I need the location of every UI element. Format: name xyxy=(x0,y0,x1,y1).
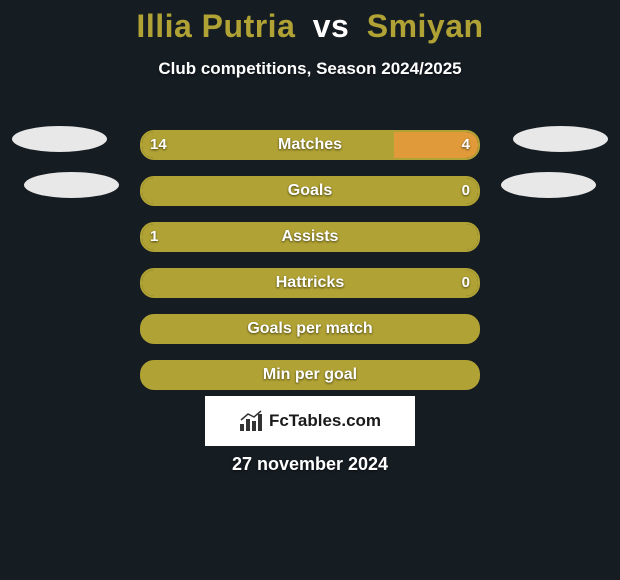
player2-name: Smiyan xyxy=(367,8,484,44)
stat-row: Min per goal xyxy=(0,352,620,398)
stat-row: Goals0 xyxy=(0,168,620,214)
stat-row: Assists1 xyxy=(0,214,620,260)
vs-text: vs xyxy=(313,8,350,44)
stats-rows: Matches144Goals0Assists1Hattricks0Goals … xyxy=(0,122,620,398)
stat-label: Hattricks xyxy=(140,268,480,298)
brand-text: FcTables.com xyxy=(269,411,381,431)
stat-label: Assists xyxy=(140,222,480,252)
player1-name: Illia Putria xyxy=(136,8,295,44)
stat-label: Goals per match xyxy=(140,314,480,344)
stat-label: Goals xyxy=(140,176,480,206)
brand-box: FcTables.com xyxy=(205,396,415,446)
comparison-infographic: Illia Putria vs Smiyan Club competitions… xyxy=(0,0,620,580)
stat-row: Matches14 4 xyxy=(0,122,620,168)
stat-value-left: 14 xyxy=(150,130,167,160)
footer-date: 27 november 2024 xyxy=(0,454,620,475)
stat-value-right: 0 xyxy=(462,176,470,206)
stat-row: Goals per match xyxy=(0,306,620,352)
stat-value-right: 4 xyxy=(462,130,470,160)
stat-value-right: 0 xyxy=(462,268,470,298)
stat-label: Matches xyxy=(140,130,480,160)
stat-label: Min per goal xyxy=(140,360,480,390)
stat-value-left: 1 xyxy=(150,222,158,252)
stat-row: Hattricks0 xyxy=(0,260,620,306)
title: Illia Putria vs Smiyan xyxy=(0,0,620,45)
subtitle: Club competitions, Season 2024/2025 xyxy=(0,59,620,79)
fctables-logo-icon xyxy=(239,410,265,432)
